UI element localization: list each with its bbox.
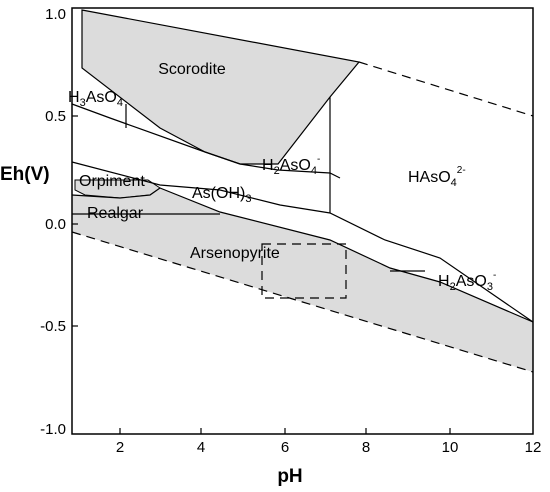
field-boundaries [71, 61, 534, 373]
x-tick-label: 6 [281, 439, 289, 456]
boundary-water-reduction [71, 231, 534, 373]
field-label-orpiment: Orpiment [79, 173, 145, 190]
field-label-arsenopyrite: Arsenopyrite [190, 245, 280, 262]
y-axis-ticks [72, 115, 78, 327]
y-tick-label: 1.0 [45, 6, 66, 23]
field-label-h3aso4: H3AsO4 [68, 89, 123, 109]
boundary-asoh3-aqueous [71, 161, 534, 323]
study-area-box [261, 243, 347, 299]
x-tick-label: 8 [362, 439, 370, 456]
x-tick-label: 2 [116, 439, 124, 456]
x-tick-label: 10 [442, 439, 459, 456]
arsenopyrite-field [72, 188, 533, 372]
scorodite-field [81, 9, 361, 165]
y-axis-title: Eh(V) [0, 164, 50, 185]
y-tick-label: 0.0 [45, 216, 66, 233]
field-label-haso4: HAsO42- [408, 165, 466, 189]
y-tick-label: -0.5 [40, 318, 66, 335]
boundary-sulfide-lower [71, 187, 534, 323]
x-tick-label: 12 [525, 439, 542, 456]
field-label-realgar: Realgar [87, 205, 144, 222]
field-label-asoh3: As(OH)3 [192, 185, 251, 205]
y-tick-label: 0.5 [45, 108, 66, 125]
field-label-h2aso3: H2AsO3- [438, 270, 496, 293]
field-label-scorodite: Scorodite [158, 61, 226, 78]
x-axis-title: pH [277, 466, 302, 487]
x-tick-label: 4 [197, 439, 205, 456]
x-axis-ticks [119, 428, 451, 434]
boundary-water-oxidation [358, 61, 534, 117]
plot-frame [71, 7, 534, 435]
y-tick-label: -1.0 [40, 421, 66, 438]
field-label-h2aso4: H2AsO4- [262, 154, 320, 177]
